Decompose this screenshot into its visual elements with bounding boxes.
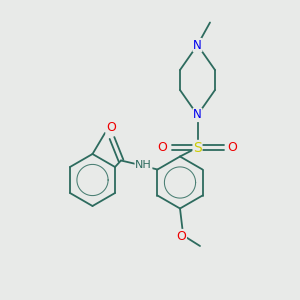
Text: O: O	[106, 122, 116, 134]
Text: O: O	[177, 230, 186, 242]
Text: O: O	[158, 141, 167, 154]
Text: N: N	[193, 38, 202, 52]
Text: O: O	[228, 141, 237, 154]
Text: N: N	[193, 109, 202, 122]
Text: NH: NH	[135, 160, 152, 170]
Text: S: S	[193, 140, 202, 154]
